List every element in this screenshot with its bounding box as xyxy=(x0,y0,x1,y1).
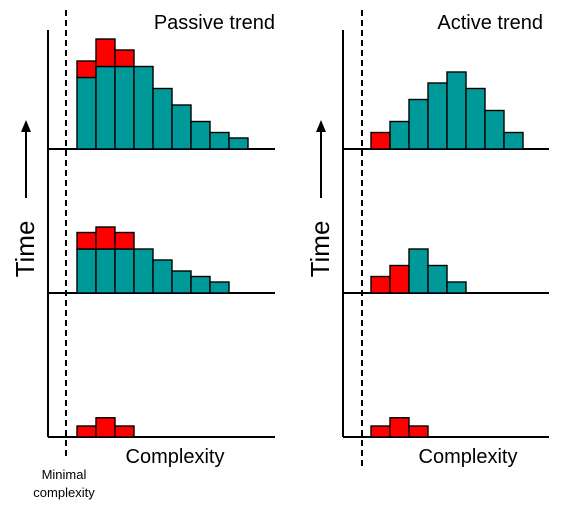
passive-bottom-red-bar-1 xyxy=(76,425,97,438)
passive-time-label: Time xyxy=(10,221,40,278)
passive-middle-teal-bar-7 xyxy=(190,275,211,294)
passive-middle-teal-bar-3 xyxy=(114,248,135,294)
passive-middle-teal-bar-4 xyxy=(133,248,154,294)
passive-top-teal-bar-6 xyxy=(171,104,192,150)
active-middle-red-bar-1 xyxy=(370,275,391,294)
active-top-red-bar-1 xyxy=(370,131,391,150)
active-title: Active trend xyxy=(437,12,543,34)
passive-middle-red-bar-1 xyxy=(76,231,97,250)
passive-top-teal-bar-1 xyxy=(76,76,97,150)
passive-top-red-bar-2 xyxy=(95,38,116,68)
passive-middle-teal-bar-5 xyxy=(152,259,173,294)
active-top-teal-bar-5 xyxy=(446,71,467,150)
passive-middle-teal-bar-6 xyxy=(171,270,192,294)
active-bottom-red-bar-2 xyxy=(389,417,410,438)
passive-panel: Passive trend Complexity Time xyxy=(10,10,275,468)
passive-middle-teal-bar-2 xyxy=(95,248,116,294)
active-time-label: Time xyxy=(305,221,335,278)
passive-middle-teal-bar-1 xyxy=(76,248,97,294)
passive-x-label: Complexity xyxy=(126,446,225,468)
active-middle-teal-bar-3 xyxy=(408,248,429,294)
passive-middle-red-bar-2 xyxy=(95,226,116,250)
passive-top-teal-bar-7 xyxy=(190,120,211,150)
passive-middle-teal-bar-8 xyxy=(209,281,230,294)
passive-top-red-bar-3 xyxy=(114,49,135,68)
passive-bottom-red-bar-2 xyxy=(95,417,116,438)
passive-top-teal-bar-3 xyxy=(114,65,135,150)
active-middle-teal-bar-5 xyxy=(446,281,467,294)
passive-title: Passive trend xyxy=(154,12,275,34)
active-time-arrowhead xyxy=(316,120,326,132)
minimal-complexity-label-line2: complexity xyxy=(33,485,95,500)
active-histograms xyxy=(370,71,524,438)
passive-histograms xyxy=(76,38,249,438)
minimal-complexity-label-line1: Minimal xyxy=(42,467,87,482)
active-middle-red-bar-2 xyxy=(389,264,410,294)
active-top-teal-bar-3 xyxy=(408,98,429,150)
passive-top-teal-bar-5 xyxy=(152,87,173,150)
active-top-teal-bar-4 xyxy=(427,82,448,150)
active-top-teal-bar-2 xyxy=(389,120,410,150)
passive-middle-red-bar-3 xyxy=(114,231,135,250)
active-middle-teal-bar-4 xyxy=(427,264,448,294)
active-top-teal-bar-6 xyxy=(465,87,486,150)
passive-top-teal-bar-2 xyxy=(95,65,116,150)
active-top-teal-bar-8 xyxy=(503,131,524,150)
active-panel: Active trend Complexity Time xyxy=(305,10,549,468)
active-bottom-red-bar-3 xyxy=(408,425,429,438)
passive-top-red-bar-1 xyxy=(76,60,97,79)
passive-top-teal-bar-8 xyxy=(209,131,230,150)
active-x-label: Complexity xyxy=(419,446,518,468)
passive-top-teal-bar-4 xyxy=(133,65,154,150)
passive-top-teal-bar-9 xyxy=(228,137,249,150)
passive-time-arrowhead xyxy=(21,120,31,132)
active-top-teal-bar-7 xyxy=(484,109,505,150)
active-bottom-red-bar-1 xyxy=(370,425,391,438)
passive-bottom-red-bar-3 xyxy=(114,425,135,438)
